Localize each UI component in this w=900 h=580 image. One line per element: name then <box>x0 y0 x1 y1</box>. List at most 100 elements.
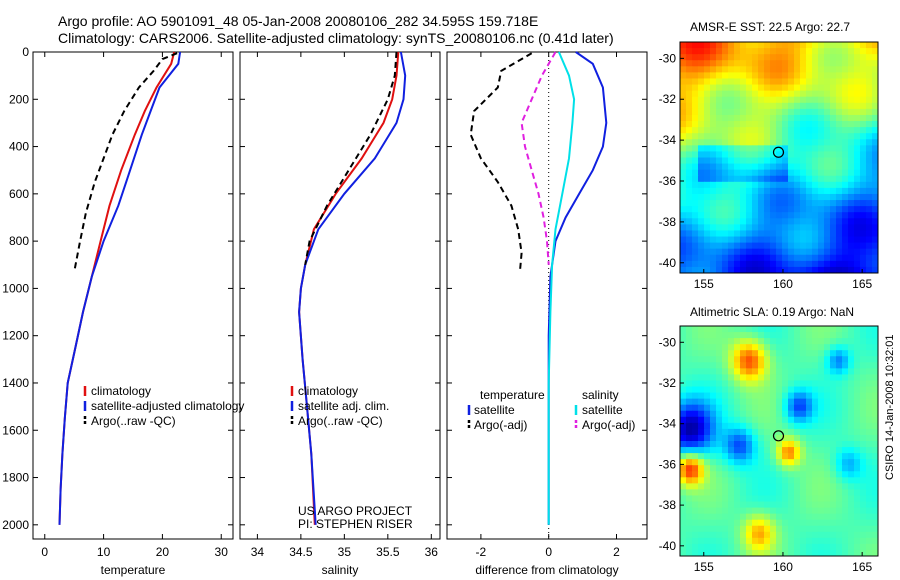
map-cell <box>812 90 819 98</box>
legend-label: temperature <box>480 388 545 402</box>
map-cell <box>794 206 801 213</box>
map-cell <box>836 139 843 146</box>
map-cell <box>788 133 795 140</box>
map-cell <box>764 326 771 333</box>
map-cell <box>746 78 753 86</box>
map-cell <box>788 344 795 351</box>
map-cell <box>746 90 753 98</box>
map-cell <box>872 145 879 152</box>
map-cell <box>872 48 879 55</box>
map-cell <box>842 410 849 418</box>
map-cell <box>854 531 861 539</box>
map-cell <box>806 459 813 466</box>
map-cell <box>800 434 807 442</box>
map-cell <box>680 434 687 442</box>
map-cell <box>704 392 711 400</box>
map-cell <box>788 338 795 345</box>
map-cell <box>716 344 723 351</box>
map-cell <box>842 236 849 244</box>
map-cell <box>698 525 705 533</box>
map-cell <box>728 374 735 381</box>
map-cell <box>854 459 861 466</box>
map-cell <box>740 230 747 238</box>
map-cell <box>680 531 687 539</box>
map-cell <box>836 133 843 140</box>
map-cell <box>776 248 783 256</box>
map-cell <box>848 489 855 496</box>
map-cell <box>794 230 801 238</box>
map-cell <box>854 416 861 424</box>
map-cell <box>830 133 837 140</box>
map-cell <box>770 78 777 86</box>
map-cell <box>872 537 879 545</box>
map-cell <box>788 398 795 406</box>
map-cell <box>752 447 759 454</box>
map-cell <box>728 60 735 67</box>
map-cell <box>800 483 807 490</box>
map-cell <box>716 242 723 250</box>
map-cell <box>782 380 789 388</box>
map-cell <box>854 344 861 351</box>
map-cell <box>794 519 801 527</box>
map-cell <box>764 549 771 557</box>
map-cell <box>860 326 867 333</box>
map-cell <box>866 537 873 545</box>
map-cell <box>746 513 753 521</box>
map-cell <box>710 133 717 140</box>
map-cell <box>860 525 867 533</box>
map-cell <box>764 519 771 527</box>
map-cell <box>836 206 843 213</box>
map-cell <box>740 422 747 430</box>
map-cell <box>698 489 705 496</box>
map-cell <box>692 224 699 231</box>
map-cell <box>830 230 837 238</box>
map-cell <box>824 380 831 388</box>
map-cell <box>800 169 807 177</box>
map-cell <box>872 434 879 442</box>
map-cell <box>698 392 705 400</box>
map-cell <box>806 398 813 406</box>
map-cell <box>704 507 711 515</box>
map-cell <box>776 441 783 448</box>
map-cell <box>854 175 861 183</box>
map-cell <box>740 338 747 345</box>
map-cell <box>860 471 867 478</box>
map-cell <box>830 66 837 73</box>
map-cell <box>818 380 825 388</box>
map-cell <box>752 326 759 333</box>
map-cell <box>872 368 879 375</box>
map-cell <box>734 344 741 351</box>
map-cell <box>824 114 831 122</box>
map-cell <box>806 163 813 171</box>
map-cell <box>842 531 849 539</box>
map-cell <box>764 139 771 146</box>
map-cell <box>830 453 837 460</box>
map-cell <box>752 254 759 262</box>
map-cell <box>680 212 687 219</box>
map-cell <box>770 392 777 400</box>
map-cell <box>686 224 693 231</box>
map-cell <box>842 549 849 557</box>
map-cell <box>746 428 753 436</box>
map-cell <box>818 350 825 357</box>
map-cell <box>740 114 747 122</box>
map-cell <box>776 525 783 533</box>
map-cell <box>698 96 705 104</box>
map-cell <box>716 501 723 509</box>
map-cell <box>752 459 759 466</box>
map-cell <box>740 108 747 116</box>
map-cell <box>830 102 837 110</box>
map-cell <box>770 72 777 79</box>
map-cell <box>764 114 771 122</box>
map-cell <box>746 507 753 515</box>
map-cell <box>800 507 807 515</box>
map-cell <box>854 447 861 454</box>
map-cell <box>866 374 873 381</box>
map-cell <box>782 416 789 424</box>
map-cell <box>698 157 705 165</box>
map-cell <box>854 139 861 146</box>
map-cell <box>716 218 723 225</box>
map-cell <box>698 114 705 122</box>
map-cell <box>710 392 717 400</box>
map-cell <box>758 145 765 152</box>
